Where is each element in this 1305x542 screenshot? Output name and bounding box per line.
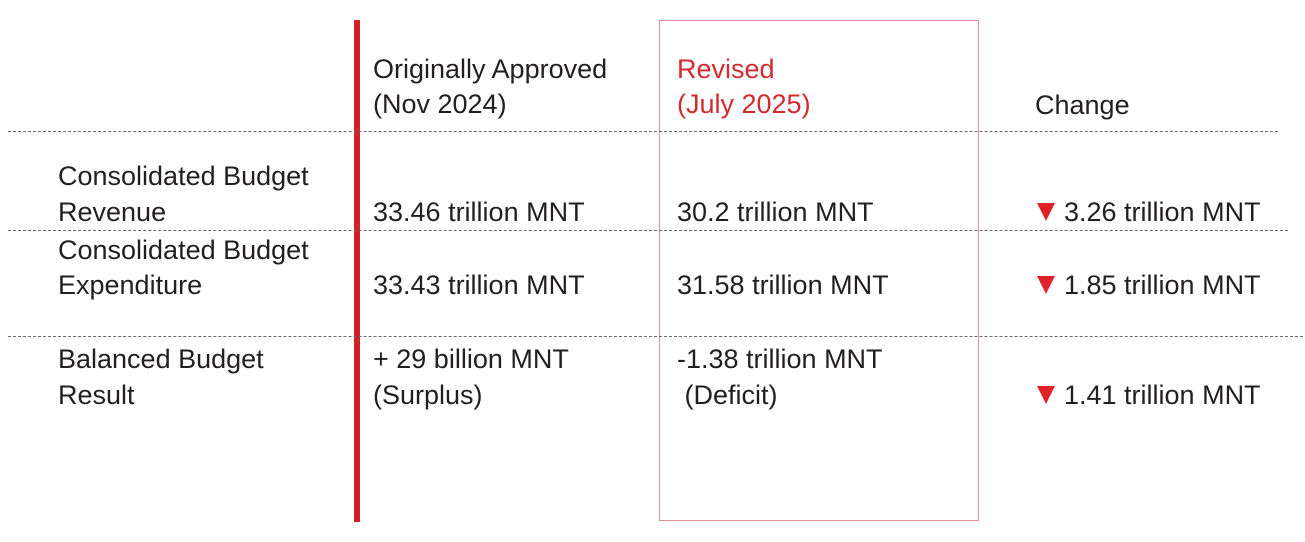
- header-revised-line1: Revised: [677, 54, 775, 84]
- revised-column-highlight-box: [659, 20, 979, 521]
- row-label-expenditure-line1: Consolidated Budget: [58, 235, 309, 265]
- expenditure-revised-value: 31.58 trillion MNT: [677, 270, 889, 300]
- header-divider: [8, 131, 1278, 132]
- balance-change-value: 1.41 trillion MNT: [1064, 380, 1261, 410]
- row-label-balance-line1: Balanced Budget: [58, 344, 264, 374]
- revenue-change-value: 3.26 trillion MNT: [1064, 197, 1261, 227]
- balance-original-value: + 29 billion MNT: [373, 344, 569, 374]
- header-original-line1: Originally Approved: [373, 54, 608, 84]
- header-revised-line2: (July 2025): [677, 89, 811, 119]
- balance-original-note: (Surplus): [373, 380, 483, 410]
- column-divider-red-bar: [354, 20, 360, 522]
- expenditure-change-value: 1.85 trillion MNT: [1064, 270, 1261, 300]
- header-original-line2: (Nov 2024): [373, 89, 507, 119]
- row-label-revenue-line2: Revenue: [58, 197, 167, 227]
- revenue-original-value: 33.46 trillion MNT: [373, 197, 585, 227]
- down-arrow-icon: [1037, 386, 1055, 404]
- row-label-expenditure-line2: Expenditure: [58, 270, 203, 300]
- row-label-revenue-line1: Consolidated Budget: [58, 161, 309, 191]
- down-arrow-icon: [1037, 276, 1055, 294]
- expenditure-original-value: 33.43 trillion MNT: [373, 270, 585, 300]
- row-divider-1: [8, 230, 1288, 231]
- row-divider-2: [8, 336, 1305, 337]
- balance-revised-value: -1.38 trillion MNT: [677, 344, 883, 374]
- header-change: Change: [1035, 90, 1130, 120]
- row-label-balance-line2: Result: [58, 380, 135, 410]
- balance-revised-note: (Deficit): [677, 380, 778, 410]
- revenue-revised-value: 30.2 trillion MNT: [677, 197, 874, 227]
- down-arrow-icon: [1037, 203, 1055, 221]
